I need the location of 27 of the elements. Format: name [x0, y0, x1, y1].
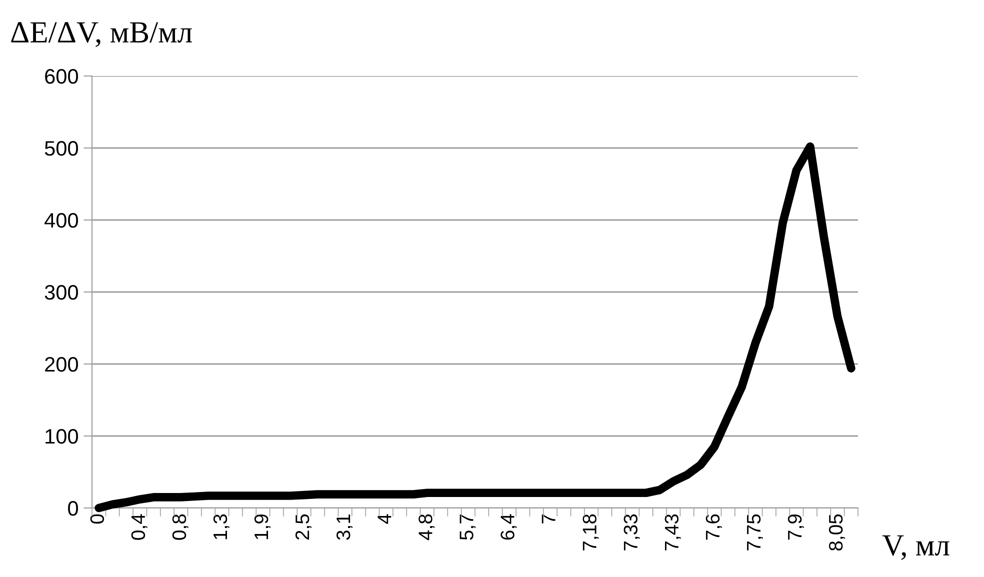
y-tick-label: 100	[46, 429, 78, 444]
x-tick-label: 2,5	[295, 514, 312, 540]
x-tick-label: 6,4	[500, 514, 517, 540]
x-tick-label: 3,1	[336, 514, 353, 540]
x-tick-label: 7,9	[788, 514, 804, 540]
x-tick-label: 1,9	[254, 514, 270, 540]
x-tick-label: 1,3	[213, 514, 230, 540]
x-tick-label: 8,05	[828, 514, 845, 551]
x-tick-label: 0	[90, 514, 104, 524]
x-tick-label: 4,8	[418, 514, 435, 540]
y-tick-label: 300	[44, 285, 78, 300]
y-tick-label: 500	[44, 141, 78, 156]
y-tick-label: 400	[44, 213, 78, 228]
x-tick-label: 4	[378, 514, 392, 524]
x-tick-label: 5,7	[460, 514, 476, 540]
x-tick-label: 0,8	[172, 514, 188, 540]
x-tick-label: 0,4	[131, 514, 148, 540]
x-tick-label: 7	[542, 514, 556, 524]
y-axis-title: ΔE/ΔV, мВ/мл	[11, 22, 192, 48]
y-tick-label: 600	[45, 69, 78, 84]
x-tick-label: 7,33	[624, 514, 640, 550]
y-tick-label: 200	[45, 357, 78, 372]
x-axis-title: V, мл	[882, 535, 950, 560]
x-tick-label: 7,6	[706, 514, 722, 540]
x-tick-label: 7,18	[582, 514, 599, 550]
x-tick-label: 7,75	[747, 514, 763, 550]
x-tick-label: 7,43	[664, 514, 681, 550]
